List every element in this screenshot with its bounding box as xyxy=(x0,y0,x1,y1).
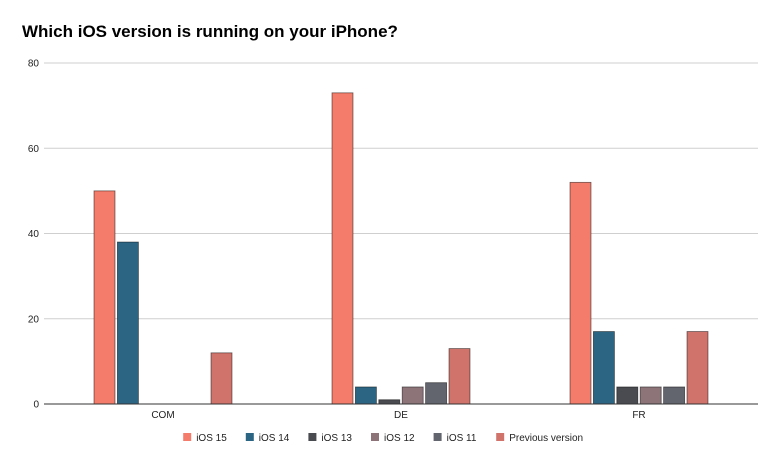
y-tick-label: 20 xyxy=(28,314,40,325)
legend-label: iOS 11 xyxy=(447,433,477,444)
bar-fr-ios-12 xyxy=(639,386,662,405)
bar-de-ios-13 xyxy=(378,399,401,405)
axes: 0 20 40 60 80 COM DE FR xyxy=(28,59,758,421)
bar-de-ios-12 xyxy=(401,386,424,405)
legend-swatch xyxy=(496,433,505,441)
bar-fr-ios-11 xyxy=(663,386,685,405)
legend-label: iOS 15 xyxy=(196,433,227,444)
bar-de-ios-14 xyxy=(354,386,377,405)
bar-com-ios-14 xyxy=(117,241,139,405)
legend-label: Previous version xyxy=(509,433,583,444)
bar-com-ios-15 xyxy=(93,190,116,405)
y-tick-label: 60 xyxy=(28,144,40,155)
x-tick-label: DE xyxy=(394,410,408,421)
y-tick-label: 80 xyxy=(28,59,40,70)
bar-fr-previous-version xyxy=(686,331,709,405)
bar-fr-ios-13 xyxy=(616,386,639,405)
bar-fr-ios-14 xyxy=(593,331,615,405)
bar-de-ios-11 xyxy=(425,382,448,405)
bar-de-previous-version xyxy=(448,348,471,405)
chart-title: Which iOS version is running on your iPh… xyxy=(22,22,398,41)
gridlines xyxy=(44,62,758,320)
legend-label: iOS 12 xyxy=(384,433,415,444)
legend-swatch xyxy=(371,433,379,441)
y-tick-label: 0 xyxy=(33,400,39,411)
legend-swatch xyxy=(245,433,254,441)
legend-label: iOS 14 xyxy=(259,433,290,444)
legend-swatch xyxy=(183,433,192,441)
x-tick-label: FR xyxy=(632,410,645,421)
legend: iOS 15 iOS 14 iOS 13 iOS 12 iOS 11 Previous v… xyxy=(183,433,583,444)
bars xyxy=(93,92,709,405)
bar-de-ios-15 xyxy=(331,92,354,405)
y-tick-label: 40 xyxy=(28,229,40,240)
legend-label: iOS 13 xyxy=(321,433,352,444)
bar-com-previous-version xyxy=(210,352,233,405)
legend-swatch xyxy=(433,433,442,441)
x-tick-label: COM xyxy=(151,410,174,421)
bar-fr-ios-15 xyxy=(569,181,592,405)
legend-swatch xyxy=(308,433,317,441)
